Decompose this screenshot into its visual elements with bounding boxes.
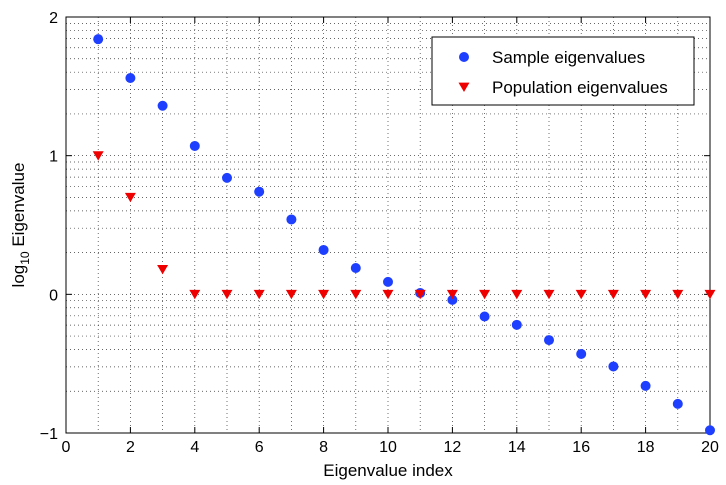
data-point-population (318, 289, 330, 300)
data-point-sample (254, 186, 265, 197)
x-axis-label: Eigenvalue index (323, 461, 453, 480)
data-point-population (575, 289, 587, 300)
x-tick-label: 6 (255, 439, 264, 456)
data-series (92, 34, 716, 436)
data-point-population (285, 289, 297, 300)
data-point-sample (544, 335, 554, 346)
data-point-sample (93, 34, 104, 45)
y-tick-label: 2 (49, 10, 58, 27)
data-point-population (350, 289, 362, 300)
x-tick-label: 12 (444, 439, 462, 456)
data-point-sample (511, 319, 522, 330)
data-point-sample (125, 73, 136, 84)
data-point-population (511, 289, 523, 300)
x-tick-label: 0 (62, 439, 71, 456)
data-point-sample (383, 276, 393, 287)
data-point-population (446, 289, 458, 300)
data-point-sample (640, 380, 651, 391)
data-point-sample (318, 244, 329, 255)
data-point-sample (286, 214, 297, 225)
data-point-population (640, 289, 652, 300)
data-point-sample (189, 140, 200, 151)
x-tick-label: 16 (572, 439, 590, 456)
data-point-sample (705, 425, 715, 436)
y-axis-tick-labels: −1 0 1 2 (40, 10, 58, 443)
data-point-sample (222, 172, 232, 183)
x-tick-label: 20 (701, 439, 719, 456)
data-point-population (414, 289, 426, 300)
x-tick-label: 2 (126, 439, 135, 456)
x-tick-label: 14 (508, 439, 526, 456)
data-point-sample (479, 311, 490, 322)
x-axis-tick-labels: 0 2 4 6 8 10 12 14 16 18 20 (62, 439, 719, 456)
legend-label-population: Population eigenvalues (492, 78, 668, 97)
data-point-population (221, 289, 233, 300)
x-tick-label: 18 (637, 439, 655, 456)
y-tick-label: 1 (49, 149, 58, 166)
y-tick-label: −1 (40, 426, 58, 443)
data-point-sample (447, 294, 458, 305)
data-point-sample (576, 348, 587, 359)
data-point-population (189, 289, 201, 300)
legend-label-sample: Sample eigenvalues (492, 48, 645, 67)
data-point-population (253, 289, 265, 300)
data-point-population (479, 289, 491, 300)
data-point-sample (350, 262, 361, 273)
data-point-population (672, 289, 684, 300)
data-point-sample (157, 100, 168, 111)
legend-marker-sample (459, 52, 469, 62)
x-tick-label: 8 (319, 439, 328, 456)
series-population (92, 151, 716, 300)
data-point-population (543, 289, 555, 300)
y-axis-label-subscript: 10 (18, 251, 32, 265)
legend: Sample eigenvalues Population eigenvalue… (431, 36, 695, 106)
data-point-population (92, 151, 104, 161)
x-tick-label: 4 (190, 439, 199, 456)
data-point-sample (608, 361, 619, 372)
y-axis-label: log10 Eigenvalue (9, 163, 32, 288)
series-sample (93, 34, 715, 436)
data-point-population (704, 289, 716, 300)
data-point-population (382, 289, 394, 300)
legend-marker-population (458, 82, 470, 92)
legend-box (431, 36, 695, 106)
data-point-sample (672, 398, 683, 409)
y-tick-label: 0 (49, 287, 58, 304)
x-tick-label: 10 (379, 439, 397, 456)
data-point-population (124, 192, 136, 203)
data-point-population (607, 289, 619, 300)
y-axis-label-rest: Eigenvalue (9, 163, 28, 252)
data-point-population (157, 264, 169, 275)
y-axis-label-main: log (9, 265, 28, 288)
